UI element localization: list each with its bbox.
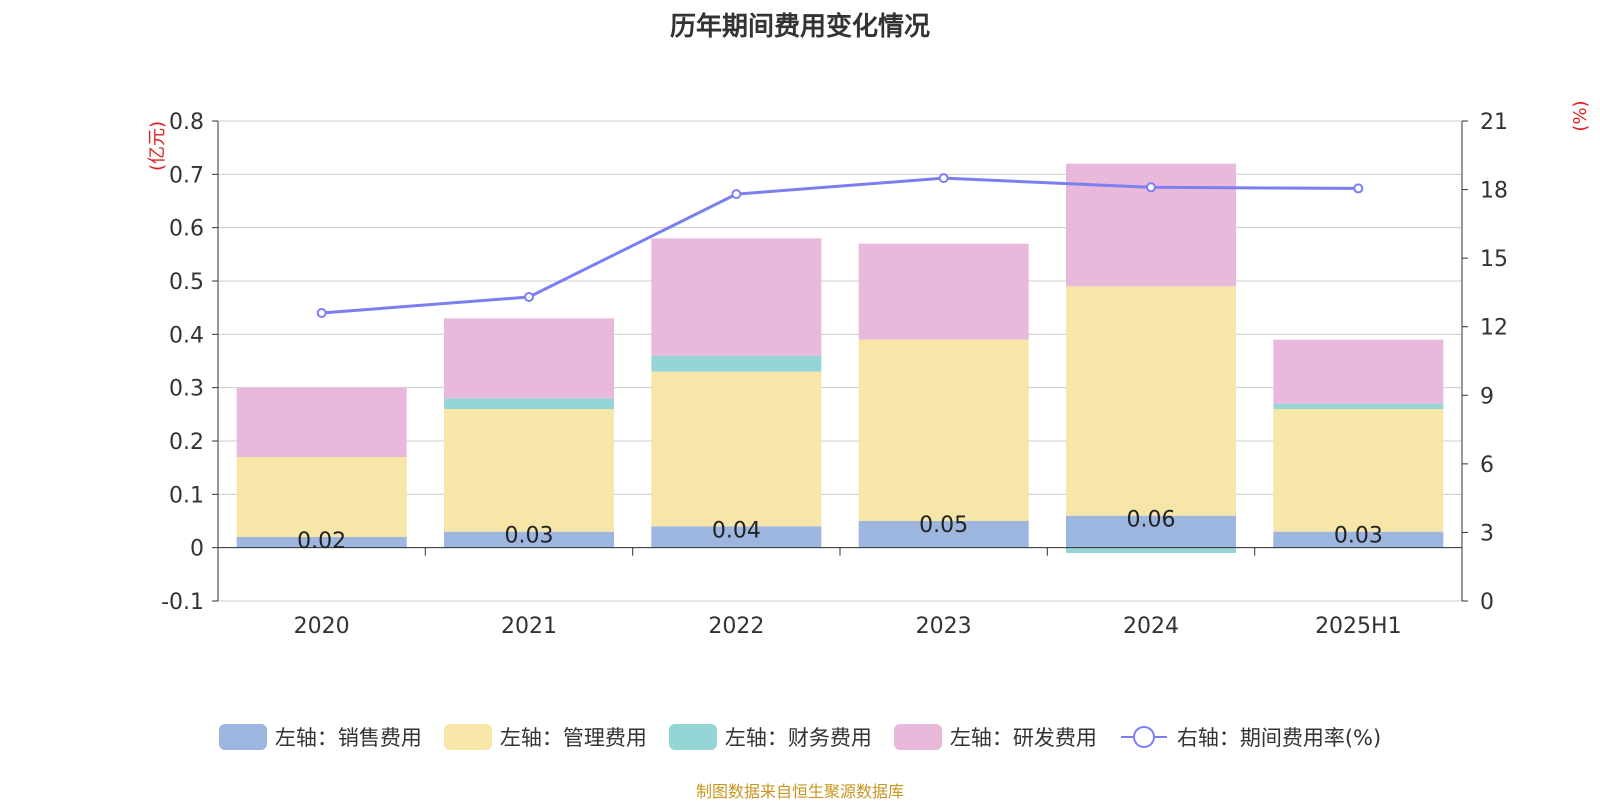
legend-item-rate[interactable]: 右轴：期间费用率(%) <box>1119 722 1381 752</box>
left-axis-unit-label: (亿元) <box>147 121 168 171</box>
bar-3-2024 <box>1066 163 1236 287</box>
rate-point <box>1146 182 1156 193</box>
chart-title: 历年期间费用变化情况 <box>669 12 930 42</box>
right-tick-label: 21 <box>1480 110 1508 135</box>
bar-0-2021 <box>444 531 614 548</box>
bar-1-2022 <box>651 371 822 527</box>
left-tick-label: 0.8 <box>169 110 204 135</box>
bar-1-2023 <box>858 339 1029 521</box>
rate-point <box>316 308 327 318</box>
bar-3-2025H1 <box>1273 339 1444 404</box>
left-tick-label: 0.3 <box>169 377 204 402</box>
rate-point <box>524 292 534 302</box>
legend-label-rnd: 左轴：研发费用 <box>949 726 1097 750</box>
x-tick-label: 2021 <box>501 614 557 639</box>
data-label-sales: 0.05 <box>919 513 968 538</box>
left-tick-label: 0.5 <box>169 270 204 295</box>
bar-3-2023 <box>858 243 1029 340</box>
bar-3-2022 <box>651 238 822 356</box>
data-label-sales: 0.04 <box>712 518 761 543</box>
legend-label-admin: 左轴：管理费用 <box>499 726 647 750</box>
rate-line <box>321 176 1359 315</box>
right-tick-label: 9 <box>1480 384 1494 409</box>
right-tick-label: 15 <box>1480 247 1508 272</box>
left-tick-label: 0.2 <box>169 430 204 455</box>
left-tick-label: 0.1 <box>169 483 204 508</box>
left-tick-label: 0.6 <box>169 217 204 242</box>
right-tick-label: 18 <box>1480 179 1508 204</box>
x-tick-label: 2023 <box>916 614 972 639</box>
legend-label-finance: 左轴：财务费用 <box>724 726 872 750</box>
bar-0-2023 <box>858 521 1029 548</box>
right-tick-label: 0 <box>1480 590 1494 615</box>
bar-1-2025H1 <box>1273 409 1444 532</box>
rate-point <box>731 189 742 200</box>
left-tick-label: 0.7 <box>169 163 204 188</box>
legend-swatch-admin <box>443 724 492 750</box>
bar-3-2020 <box>236 387 407 457</box>
bar-0-2024 <box>1066 515 1236 548</box>
left-tick-label: 0 <box>190 537 204 562</box>
legend-swatch-sales <box>218 724 267 750</box>
bar-2-2022 <box>651 355 822 372</box>
bar-1-2021 <box>444 409 614 532</box>
legend-swatch-finance <box>668 724 717 750</box>
bar-2-2024 <box>1066 547 1236 553</box>
legend-item-finance[interactable]: 左轴：财务费用 <box>668 722 872 752</box>
legend-swatch-rnd <box>893 724 942 750</box>
legend-label-rate: 右轴：期间费用率(%) <box>1176 726 1382 750</box>
right-axis-unit-label: (%) <box>1570 100 1591 131</box>
data-label-sales: 0.02 <box>297 529 346 554</box>
source-note: 制图数据来自恒生聚源数据库 <box>695 782 904 801</box>
x-tick-label: 2022 <box>708 614 764 639</box>
bar-2-2021 <box>444 398 614 409</box>
legend-item-admin[interactable]: 左轴：管理费用 <box>443 722 647 752</box>
bar-1-2020 <box>236 457 407 537</box>
legend-item-sales[interactable]: 左轴：销售费用 <box>218 722 422 752</box>
legend-item-rnd[interactable]: 左轴：研发费用 <box>893 722 1097 752</box>
bar-1-2024 <box>1066 286 1236 516</box>
rate-point <box>1353 183 1364 194</box>
x-tick-label: 2025H1 <box>1315 614 1402 639</box>
x-tick-label: 2020 <box>294 614 350 639</box>
data-label-sales: 0.03 <box>1334 524 1383 549</box>
x-tick-label: 2024 <box>1123 614 1179 639</box>
legend-label-sales: 左轴：销售费用 <box>274 726 422 750</box>
chart-canvas: -0.1 0 0.1 0.2 0.3 0.4 0.5 0.6 0.7 0.8 0 3 6 9 12 15 18 2… <box>147 100 1591 639</box>
bar-0-2022 <box>651 526 822 548</box>
bar-0-2020 <box>236 537 407 548</box>
data-label-sales: 0.03 <box>505 524 554 549</box>
legend-swatch-rate-icon <box>1120 726 1167 748</box>
rate-point <box>938 173 949 184</box>
legend: 左轴：销售费用 左轴：管理费用 左轴：财务费用 左轴：研发费用 右轴：期间费用率… <box>0 722 1600 752</box>
right-tick-label: 12 <box>1480 316 1508 341</box>
right-tick-label: 3 <box>1480 521 1494 546</box>
right-tick-label: 6 <box>1480 453 1494 478</box>
bar-2-2025H1 <box>1273 403 1444 409</box>
left-tick-label: 0.4 <box>169 323 204 348</box>
data-label-sales: 0.06 <box>1127 508 1176 533</box>
left-tick-label: -0.1 <box>161 590 204 615</box>
bar-0-2025H1 <box>1273 531 1444 548</box>
bar-3-2021 <box>444 318 614 399</box>
